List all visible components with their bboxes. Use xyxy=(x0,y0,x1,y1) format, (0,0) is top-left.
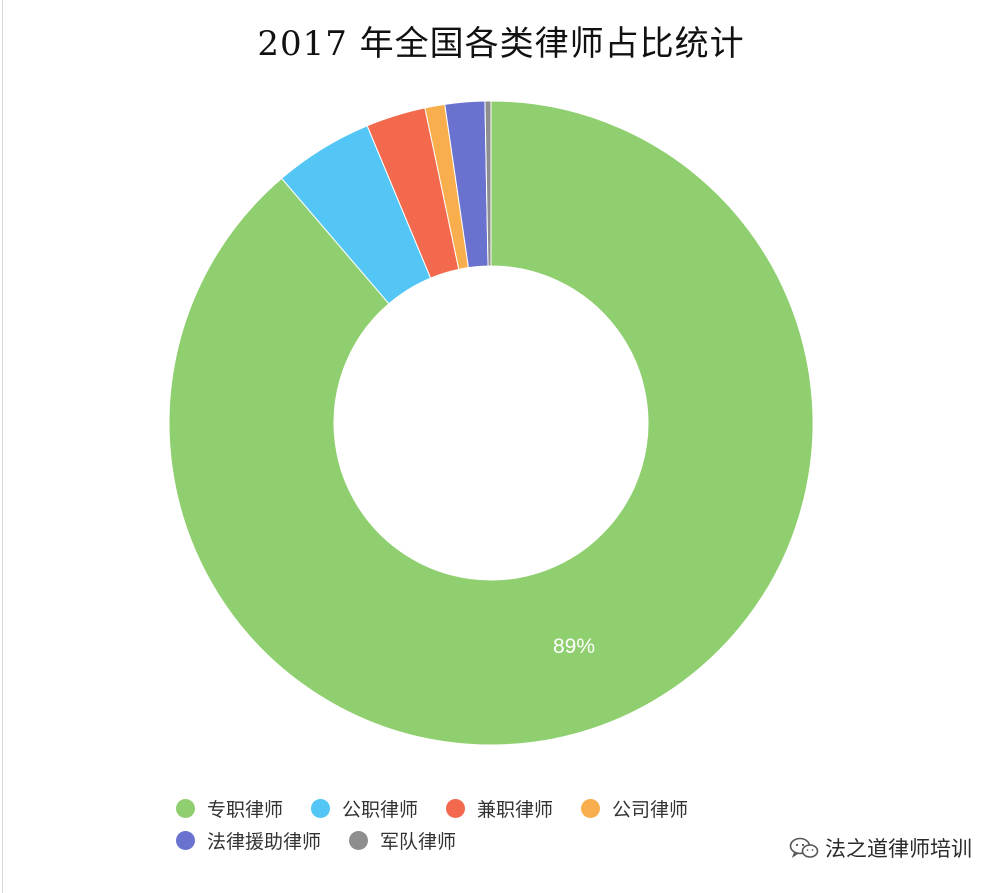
watermark-text: 法之道律师培训 xyxy=(825,837,972,861)
legend-swatch xyxy=(176,830,195,850)
chart-legend: 专职律师 公职律师 兼职律师 公司律师 法律援助律师 军队律师 xyxy=(176,792,836,856)
legend-item[interactable]: 法律援助律师 xyxy=(176,827,321,854)
slice-value-label: 89% xyxy=(553,635,595,658)
legend-swatch xyxy=(311,798,331,818)
legend-label: 专职律师 xyxy=(207,798,284,821)
legend-row-2: 法律援助律师 军队律师 xyxy=(176,824,836,856)
legend-swatch xyxy=(349,830,369,850)
slice-value-label: 3% xyxy=(375,86,405,109)
legend-item[interactable]: 公司律师 xyxy=(581,795,688,822)
legend-swatch xyxy=(446,798,466,818)
legend-item[interactable]: 公职律师 xyxy=(311,795,418,822)
legend-label: 公职律师 xyxy=(342,798,419,821)
legend-swatch xyxy=(176,798,195,818)
legend-swatch xyxy=(581,798,601,818)
legend-label: 兼职律师 xyxy=(477,798,554,821)
page-edge-rule xyxy=(2,0,3,893)
donut-slices xyxy=(168,100,814,746)
donut-slice-labels: 89% 5% 3% 1% 2% xyxy=(298,72,595,658)
legend-row-1: 专职律师 公职律师 兼职律师 公司律师 xyxy=(176,792,836,824)
slice-value-label: 1% xyxy=(417,76,447,99)
donut-slice[interactable] xyxy=(168,100,814,746)
legend-item[interactable]: 专职律师 xyxy=(176,795,283,822)
donut-slice[interactable] xyxy=(484,100,492,267)
legend-label: 法律援助律师 xyxy=(207,830,322,853)
legend-label: 公司律师 xyxy=(612,798,689,821)
legend-item[interactable]: 兼职律师 xyxy=(446,795,553,822)
legend-label: 军队律师 xyxy=(380,830,457,853)
wechat-icon xyxy=(789,837,819,859)
watermark: 法之道律师培训 xyxy=(789,833,972,863)
legend-item[interactable]: 军队律师 xyxy=(349,827,456,854)
slice-value-label: 2% xyxy=(448,72,478,95)
slice-value-label: 5% xyxy=(298,121,328,144)
chart-title: 2017 年全国各类律师占比统计 xyxy=(257,24,745,64)
donut-chart: 89% 5% 3% 1% 2% xyxy=(168,72,814,746)
